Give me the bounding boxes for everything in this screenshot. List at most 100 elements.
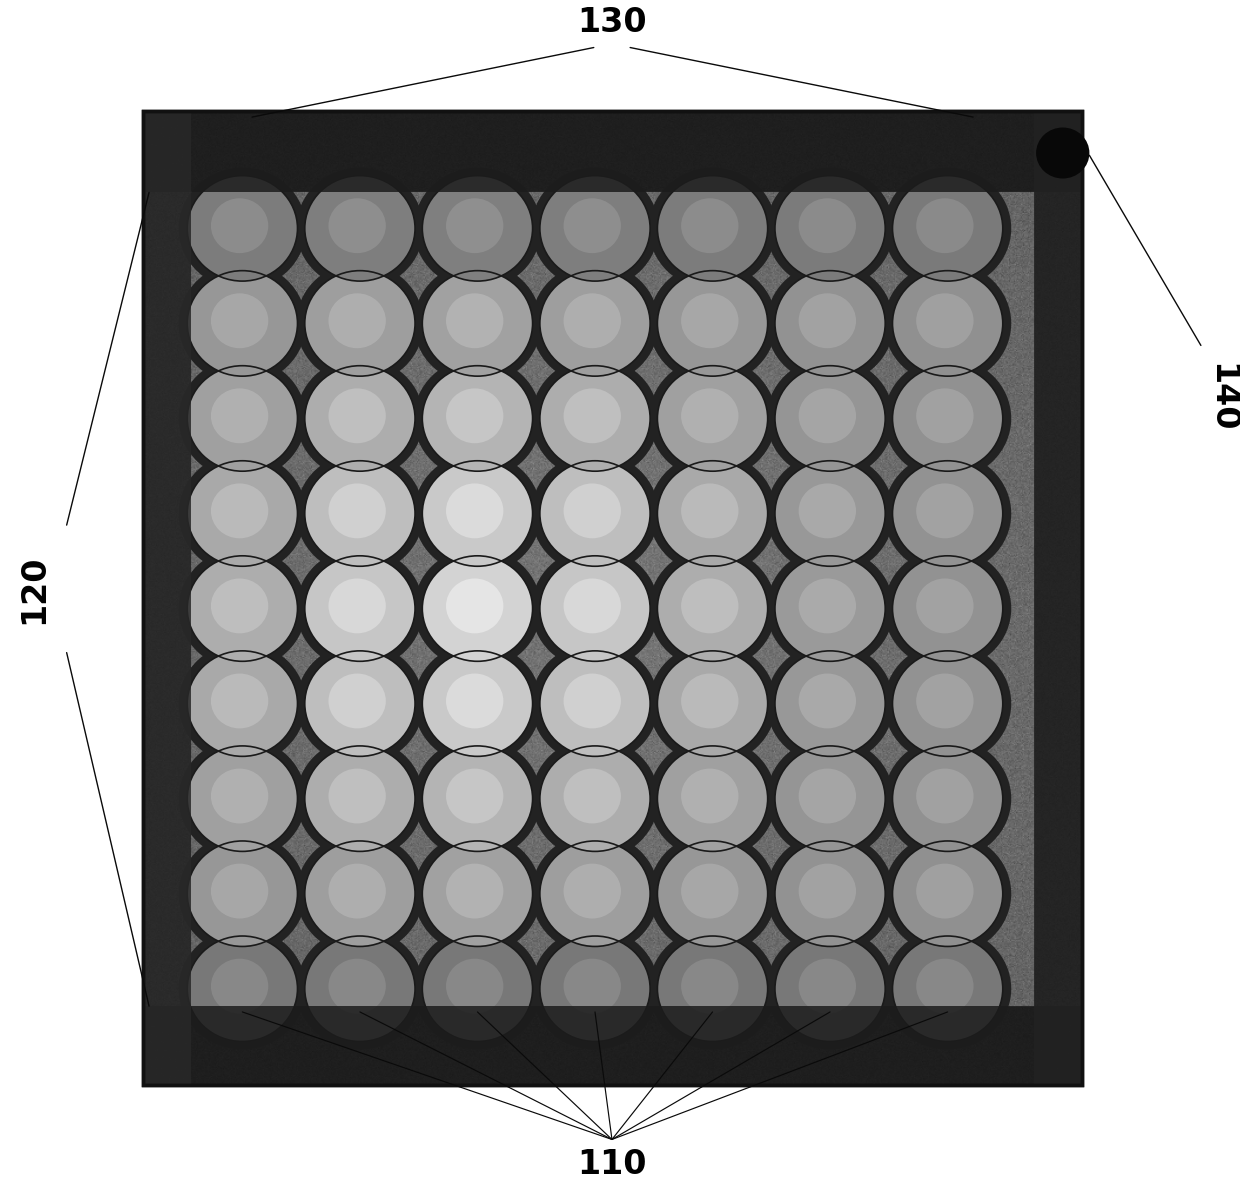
Circle shape <box>884 453 1012 575</box>
Circle shape <box>893 651 1003 756</box>
Circle shape <box>775 270 885 376</box>
Circle shape <box>446 959 503 1013</box>
Circle shape <box>329 959 386 1013</box>
Circle shape <box>446 673 503 729</box>
Circle shape <box>329 769 386 824</box>
Circle shape <box>305 651 415 756</box>
Circle shape <box>799 769 856 824</box>
Circle shape <box>179 738 306 859</box>
Circle shape <box>649 547 776 670</box>
Circle shape <box>446 769 503 824</box>
Circle shape <box>414 738 541 859</box>
Circle shape <box>766 263 894 384</box>
Circle shape <box>423 366 533 472</box>
Circle shape <box>211 578 268 633</box>
Circle shape <box>423 745 533 851</box>
Circle shape <box>329 864 386 918</box>
Circle shape <box>187 745 298 851</box>
Circle shape <box>414 263 541 384</box>
Circle shape <box>799 389 856 443</box>
Circle shape <box>532 453 658 575</box>
Text: 140: 140 <box>1205 363 1239 433</box>
Circle shape <box>916 959 973 1013</box>
Circle shape <box>893 841 1003 947</box>
Circle shape <box>446 864 503 918</box>
Circle shape <box>305 745 415 851</box>
Circle shape <box>446 389 503 443</box>
Circle shape <box>681 864 739 918</box>
Circle shape <box>766 833 894 955</box>
Circle shape <box>423 651 533 756</box>
Circle shape <box>916 483 973 538</box>
Circle shape <box>916 198 973 254</box>
Circle shape <box>211 673 268 729</box>
Circle shape <box>539 270 650 376</box>
Circle shape <box>423 841 533 947</box>
Circle shape <box>681 483 739 538</box>
Circle shape <box>657 936 768 1042</box>
Circle shape <box>211 483 268 538</box>
Circle shape <box>916 389 973 443</box>
Bar <box>143 111 1083 1085</box>
Circle shape <box>539 366 650 472</box>
Circle shape <box>799 864 856 918</box>
Circle shape <box>775 841 885 947</box>
Circle shape <box>211 198 268 254</box>
Circle shape <box>799 483 856 538</box>
Circle shape <box>893 270 1003 376</box>
Circle shape <box>681 673 739 729</box>
Circle shape <box>563 769 621 824</box>
Circle shape <box>1037 128 1090 179</box>
Circle shape <box>187 270 298 376</box>
Circle shape <box>446 198 503 254</box>
Circle shape <box>296 358 424 479</box>
Circle shape <box>305 556 415 661</box>
Circle shape <box>211 959 268 1013</box>
Circle shape <box>187 651 298 756</box>
Circle shape <box>446 483 503 538</box>
Circle shape <box>563 198 621 254</box>
Circle shape <box>649 167 776 289</box>
Circle shape <box>884 358 1012 479</box>
Circle shape <box>539 745 650 851</box>
Circle shape <box>766 642 894 764</box>
Circle shape <box>799 294 856 348</box>
Circle shape <box>563 389 621 443</box>
Circle shape <box>649 928 776 1050</box>
Text: 120: 120 <box>17 555 51 623</box>
Circle shape <box>532 833 658 955</box>
Circle shape <box>532 358 658 479</box>
Circle shape <box>884 833 1012 955</box>
Circle shape <box>539 461 650 566</box>
Circle shape <box>681 769 739 824</box>
Bar <box>1034 111 1083 1085</box>
Circle shape <box>649 833 776 955</box>
Circle shape <box>916 864 973 918</box>
Circle shape <box>775 745 885 851</box>
Circle shape <box>532 547 658 670</box>
Circle shape <box>893 461 1003 566</box>
Circle shape <box>766 738 894 859</box>
Circle shape <box>766 928 894 1050</box>
Circle shape <box>539 175 650 281</box>
Circle shape <box>775 461 885 566</box>
Circle shape <box>423 556 533 661</box>
Bar <box>143 111 1083 1085</box>
Circle shape <box>893 745 1003 851</box>
Text: 130: 130 <box>577 6 647 39</box>
Circle shape <box>563 483 621 538</box>
Circle shape <box>766 358 894 479</box>
Circle shape <box>414 358 541 479</box>
Circle shape <box>187 841 298 947</box>
Circle shape <box>799 198 856 254</box>
Circle shape <box>532 263 658 384</box>
Circle shape <box>179 453 306 575</box>
Circle shape <box>329 389 386 443</box>
Circle shape <box>179 642 306 764</box>
Circle shape <box>884 738 1012 859</box>
Circle shape <box>893 556 1003 661</box>
Circle shape <box>539 651 650 756</box>
Circle shape <box>563 864 621 918</box>
Circle shape <box>532 738 658 859</box>
Circle shape <box>681 389 739 443</box>
